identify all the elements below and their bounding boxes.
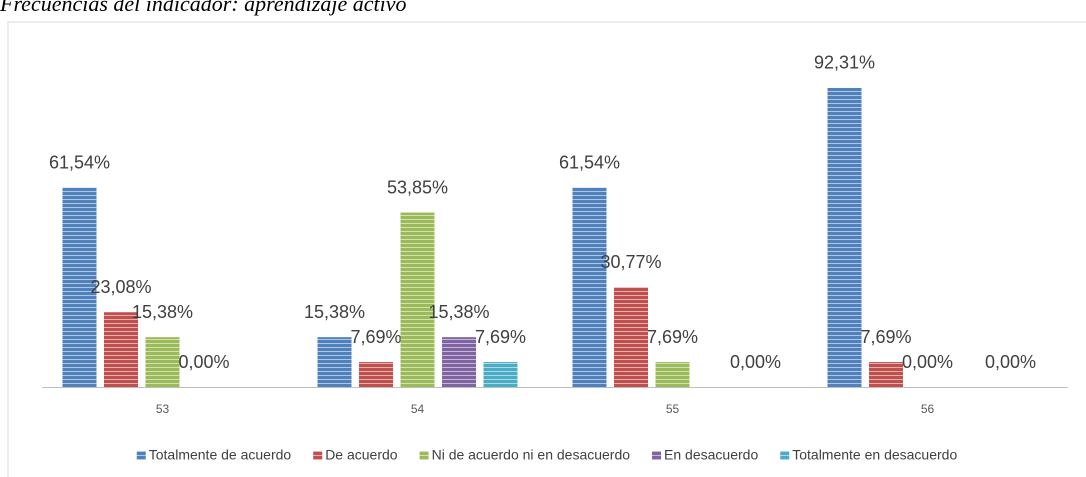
legend-swatch (652, 451, 662, 460)
data-label: 23,08% (90, 277, 151, 297)
legend-swatch (780, 451, 790, 460)
bar (655, 362, 690, 387)
bar (400, 212, 435, 387)
x-tick-label: 54 (411, 402, 425, 416)
legend-label: Totalmente de acuerdo (149, 447, 292, 463)
x-tick-label: 53 (156, 402, 170, 416)
bar (62, 187, 97, 387)
legend-label: De acuerdo (325, 447, 398, 463)
bar (145, 337, 180, 387)
bar (827, 87, 862, 388)
data-label: 92,31% (814, 53, 875, 73)
bar (442, 337, 476, 387)
x-tick-label: 55 (666, 402, 680, 416)
data-label: 53,85% (387, 177, 448, 197)
data-label: 0,00% (985, 352, 1036, 372)
data-label: 7,69% (860, 327, 911, 347)
data-label: 61,54% (559, 152, 620, 172)
legend-swatch (313, 451, 323, 460)
data-label: 7,69% (475, 327, 526, 347)
bar (359, 362, 393, 387)
bar (483, 362, 518, 387)
data-label: 7,69% (350, 327, 401, 347)
data-label: 0,00% (178, 352, 229, 372)
legend-label: Totalmente en desacuerdo (792, 447, 957, 463)
chart-border (7, 21, 1086, 477)
bar (104, 312, 138, 387)
data-label: 15,38% (428, 302, 489, 322)
data-label: 15,38% (132, 302, 193, 322)
bar (317, 337, 352, 387)
legend-swatch (419, 451, 429, 460)
data-label: 30,77% (600, 252, 661, 272)
legend-label: En desacuerdo (664, 447, 758, 463)
x-tick-label: 56 (921, 402, 935, 416)
data-label: 61,54% (49, 152, 110, 172)
chart-title: Frecuencias del indicador: aprendizaje a… (0, 0, 406, 16)
data-label: 7,69% (647, 327, 698, 347)
legend-swatch (136, 451, 146, 460)
data-label: 0,00% (730, 352, 781, 372)
data-label: 0,00% (902, 352, 953, 372)
legend-label: Ni de acuerdo ni en desacuerdo (432, 447, 631, 463)
data-label: 15,38% (304, 302, 365, 322)
bar (869, 362, 903, 387)
bar (614, 287, 648, 387)
bar (572, 187, 607, 387)
